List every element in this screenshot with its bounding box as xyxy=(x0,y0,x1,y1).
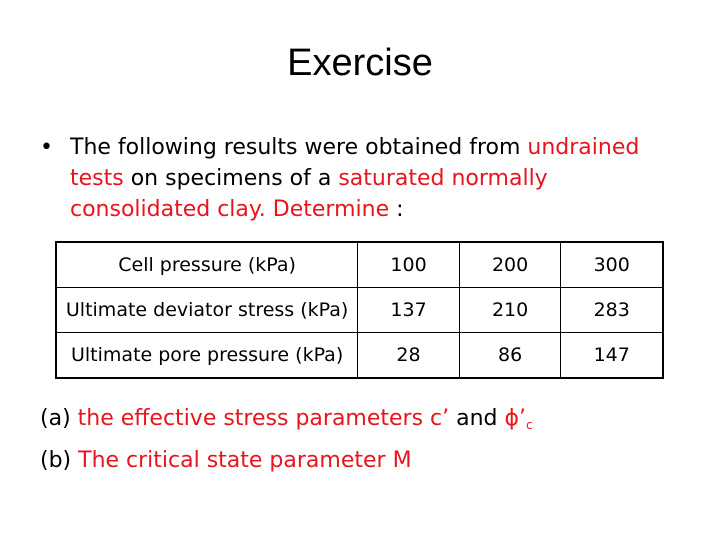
table-cell: 283 xyxy=(560,287,664,333)
row-label: Ultimate deviator stress (kPa) xyxy=(55,287,359,333)
results-table: Cell pressure (kPa) 100 200 300 Ultimate… xyxy=(55,241,664,379)
bullet-seg-6: : xyxy=(389,197,404,222)
bullet-text: The following results were obtained from… xyxy=(70,132,680,225)
bullet-seg-5: Determine xyxy=(272,197,390,222)
table-row: Ultimate deviator stress (kPa) 137 210 2… xyxy=(55,287,664,333)
answer-a-and: and xyxy=(449,406,505,431)
page-title: Exercise xyxy=(287,42,433,84)
answer-b-prefix: (b) xyxy=(40,448,79,473)
answer-a-text: the effective stress parameters c’ xyxy=(77,406,450,431)
bullet-seg-3: saturated normally consolidated clay. xyxy=(70,166,548,222)
row-label: Cell pressure (kPa) xyxy=(55,241,359,288)
table-cell: 147 xyxy=(560,332,664,379)
answer-a-subscript: c xyxy=(526,418,533,432)
table-cell: 137 xyxy=(357,287,460,333)
table-cell: 28 xyxy=(357,332,460,379)
bullet-seg-4 xyxy=(266,197,273,222)
table-row: Ultimate pore pressure (kPa) 28 86 147 xyxy=(55,332,664,379)
bullet-block: • The following results were obtained fr… xyxy=(40,132,680,225)
answer-b-text: The critical state parameter M xyxy=(78,448,412,473)
answer-a: (a) the effective stress parameters c’ a… xyxy=(40,401,700,443)
bullet-seg-0: The following results were obtained from xyxy=(70,135,528,160)
table-cell: 210 xyxy=(458,287,562,333)
table-cell: 200 xyxy=(458,241,562,288)
table-cell: 100 xyxy=(357,241,460,288)
bullet-seg-1: undrained tests xyxy=(70,135,640,191)
answer-a-phi: ϕ’ xyxy=(504,406,527,431)
answer-b: (b) The critical state parameter M xyxy=(40,443,700,479)
row-label: Ultimate pore pressure (kPa) xyxy=(55,332,359,379)
table-cell: 300 xyxy=(560,241,664,288)
answer-a-prefix: (a) xyxy=(40,406,78,431)
table-cell: 86 xyxy=(458,332,562,379)
answers-block: (a) the effective stress parameters c’ a… xyxy=(40,401,700,479)
bullet-symbol: • xyxy=(40,135,53,160)
table-row: Cell pressure (kPa) 100 200 300 xyxy=(55,241,664,288)
bullet-seg-2: on specimens of a xyxy=(123,166,339,191)
